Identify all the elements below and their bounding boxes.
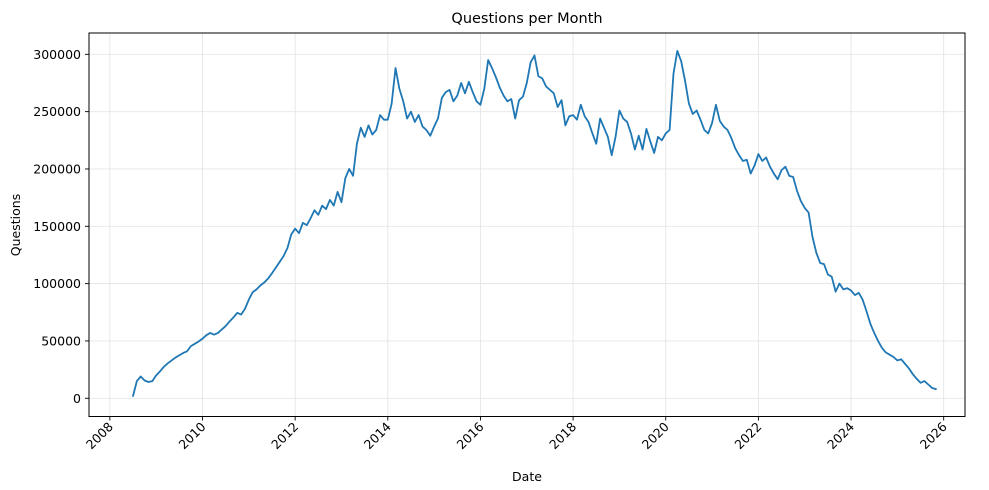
y-tick-label: 200000 [33, 161, 81, 176]
y-tick-label: 0 [73, 391, 81, 406]
y-tick-label: 100000 [33, 276, 81, 291]
questions-series-line [132, 49, 937, 397]
chart-title: Questions per Month [451, 11, 602, 27]
x-tick-label: 2022 [731, 419, 764, 452]
y-tick-label: 150000 [33, 219, 81, 234]
x-tick-label: 2018 [546, 419, 579, 452]
y-tick-label: 50000 [41, 333, 81, 348]
x-tick-label: 2024 [824, 419, 857, 452]
grid-lines [89, 33, 965, 417]
x-tick-label: 2012 [268, 419, 301, 452]
x-tick-label: 2010 [176, 419, 209, 452]
y-tick-label: 250000 [33, 104, 81, 119]
x-tick-label: 2016 [453, 419, 486, 452]
x-tick-label: 2014 [361, 419, 394, 452]
axes-spines [88, 32, 966, 417]
tick-labels: 2008 2010 2012 2014 2016 2018 2020 2022 2024 2026… [33, 47, 950, 452]
x-tick-label: 2020 [639, 419, 672, 452]
y-axis-label: Questions [8, 194, 23, 256]
axis-ticks [85, 53, 945, 421]
data-series [132, 49, 937, 397]
x-axis-label: Date [512, 469, 542, 484]
x-tick-label: 2008 [83, 419, 116, 452]
y-tick-label: 300000 [33, 47, 81, 62]
x-tick-label: 2026 [917, 419, 950, 452]
plot-border [88, 32, 966, 417]
